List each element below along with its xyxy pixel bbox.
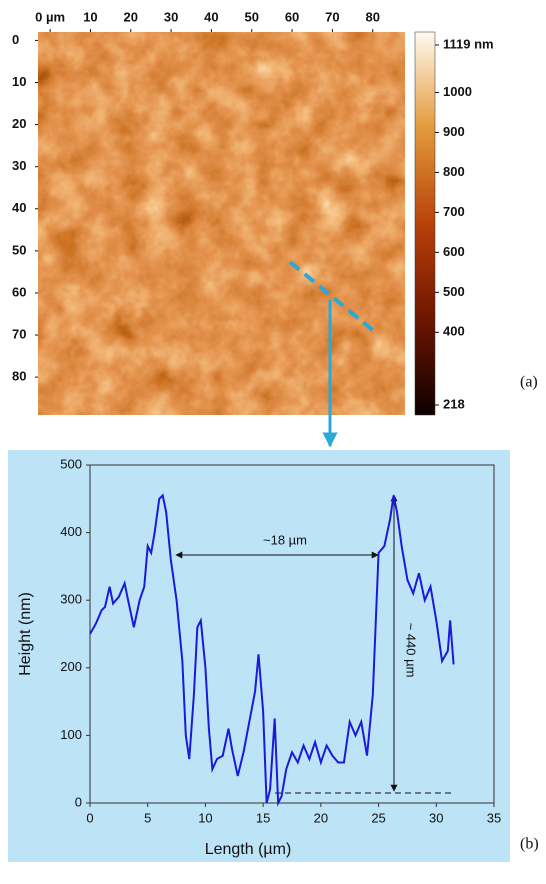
- x-tick-label: 60: [285, 9, 299, 24]
- y-tick-label: 50: [12, 242, 26, 257]
- y-tick-label: 40: [12, 200, 26, 215]
- colorbar-tick-label: 500: [443, 284, 465, 299]
- x-tick-label: 10: [83, 9, 97, 24]
- colorbar-tick-label: 600: [443, 244, 465, 259]
- panel-label: (b): [520, 836, 539, 853]
- x-tick-label: 30: [164, 9, 178, 24]
- x-tick-label: 40: [204, 9, 218, 24]
- y-tick-label: 400: [60, 524, 82, 539]
- y-tick-label: 80: [12, 369, 26, 384]
- x-tick-label: 0: [86, 810, 93, 825]
- x-tick-label: 15: [256, 810, 270, 825]
- x-tick-label: 20: [124, 9, 138, 24]
- x-tick-label: 30: [429, 810, 443, 825]
- y-axis-label: Height (nm): [17, 592, 34, 676]
- y-tick-label: 10: [12, 74, 26, 89]
- x-tick-label: 25: [371, 810, 385, 825]
- x-tick-label: 70: [325, 9, 339, 24]
- y-tick-label: 70: [12, 326, 26, 341]
- x-tick-label: 35: [487, 810, 501, 825]
- y-tick-label: 500: [60, 456, 82, 471]
- y-tick-label: 300: [60, 592, 82, 607]
- colorbar-tick-label: 700: [443, 204, 465, 219]
- x-tick-label: 0 µm: [35, 9, 65, 24]
- colorbar-tick-label: 900: [443, 124, 465, 139]
- x-tick-label: 5: [144, 810, 151, 825]
- y-tick-label: 200: [60, 659, 82, 674]
- y-tick-label: 0: [75, 794, 82, 809]
- x-tick-label: 20: [314, 810, 328, 825]
- x-tick-label: 50: [245, 9, 259, 24]
- y-tick-label: 30: [12, 158, 26, 173]
- colorbar-tick-label: 800: [443, 164, 465, 179]
- y-tick-label: 0: [12, 32, 19, 47]
- annotation: ~ 440 µm: [404, 623, 419, 678]
- colorbar-tick-label: 400: [443, 324, 465, 339]
- afm-image: [38, 32, 405, 415]
- colorbar-tick-label: 218: [443, 396, 465, 411]
- x-tick-label: 80: [366, 9, 380, 24]
- panel-label: (a): [520, 374, 538, 391]
- y-tick-label: 100: [60, 727, 82, 742]
- x-axis-label: Length (µm): [205, 841, 292, 858]
- annotation: ~18 µm: [263, 532, 307, 547]
- colorbar-tick-label: 1119 nm: [443, 36, 494, 51]
- profile-line: [89, 493, 455, 807]
- colorbar: [414, 31, 436, 416]
- colorbar-tick-label: 1000: [443, 84, 472, 99]
- y-tick-label: 20: [12, 116, 26, 131]
- x-tick-label: 10: [198, 810, 212, 825]
- y-tick-label: 60: [12, 284, 26, 299]
